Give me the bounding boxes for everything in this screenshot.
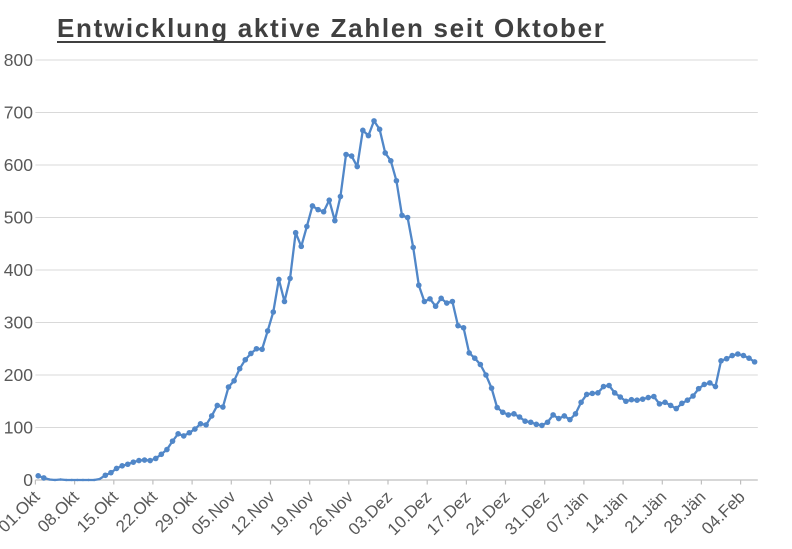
svg-text:200: 200 [4,365,33,385]
svg-text:500: 500 [4,208,33,228]
svg-text:300: 300 [4,313,33,333]
svg-text:700: 700 [4,103,33,123]
svg-text:0: 0 [23,470,33,490]
svg-text:600: 600 [4,155,33,175]
svg-text:100: 100 [4,418,33,438]
svg-text:400: 400 [4,260,33,280]
svg-text:800: 800 [4,50,33,70]
